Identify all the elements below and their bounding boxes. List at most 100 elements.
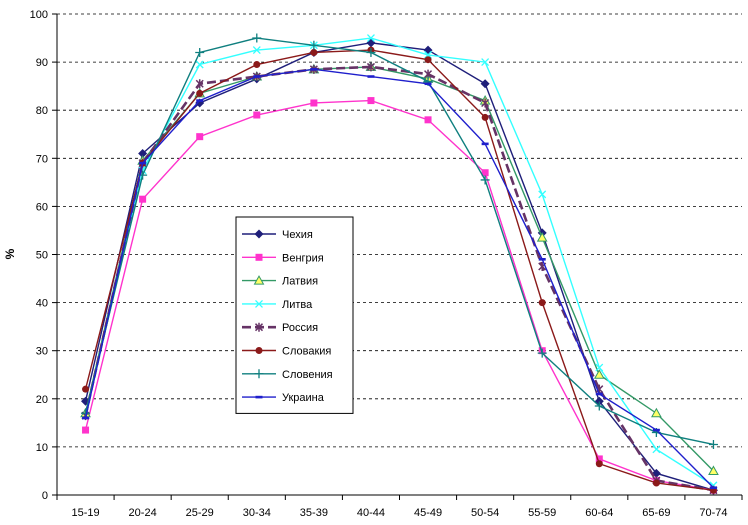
data-point-7 bbox=[537, 348, 547, 358]
data-point-6 bbox=[538, 299, 546, 307]
y-tick-label: 20 bbox=[36, 394, 48, 406]
data-point-5 bbox=[366, 62, 375, 72]
data-point-7 bbox=[708, 439, 718, 449]
series-line bbox=[84, 66, 714, 472]
data-point-2 bbox=[595, 455, 603, 463]
data-point-5 bbox=[195, 79, 204, 89]
y-tick-label: 90 bbox=[36, 57, 48, 69]
data-point-3 bbox=[651, 407, 662, 418]
series-8 bbox=[82, 68, 717, 490]
data-point-8 bbox=[367, 75, 375, 78]
data-point-legend bbox=[254, 322, 264, 332]
x-tick-label: 55-59 bbox=[528, 507, 556, 519]
series-line bbox=[84, 68, 714, 489]
data-point-legend bbox=[254, 229, 264, 239]
series-lines bbox=[80, 33, 719, 495]
y-axis-label: % bbox=[3, 248, 17, 259]
legend-entry: Словакия bbox=[242, 346, 331, 358]
data-point-1 bbox=[480, 79, 490, 89]
data-point-4 bbox=[195, 60, 204, 69]
data-point-2 bbox=[196, 133, 204, 141]
data-point-8 bbox=[310, 68, 318, 71]
legend-label: Словакия bbox=[282, 346, 331, 358]
x-tick-label: 20-24 bbox=[129, 507, 157, 519]
y-tick-label: 50 bbox=[36, 250, 48, 262]
x-tick-label: 65-69 bbox=[642, 507, 670, 519]
data-point-4 bbox=[652, 445, 661, 454]
series-line bbox=[84, 37, 714, 486]
series-line bbox=[84, 99, 714, 491]
axes: 0 10 20 30 40 50 60 70 80 90 100 15-19 20-24 25-29 30-… bbox=[30, 9, 743, 519]
y-tick-label: 70 bbox=[36, 153, 48, 165]
x-tick-label: 15-19 bbox=[71, 507, 99, 519]
x-tick-label: 30-34 bbox=[243, 507, 271, 519]
data-point-legend bbox=[253, 275, 265, 285]
data-point-1 bbox=[138, 148, 148, 158]
x-tick-label: 40-44 bbox=[357, 507, 385, 519]
legend-entry: Россия bbox=[242, 322, 318, 334]
data-point-7 bbox=[366, 47, 376, 57]
data-point-1 bbox=[423, 45, 433, 55]
data-point-8 bbox=[652, 428, 660, 432]
series-line bbox=[84, 49, 714, 491]
data-point-6 bbox=[424, 56, 432, 64]
series-2 bbox=[82, 97, 717, 494]
data-point-legend bbox=[254, 369, 264, 379]
legend-label: Литва bbox=[282, 299, 313, 311]
y-tick-label: 40 bbox=[36, 298, 48, 310]
data-point-7 bbox=[309, 40, 319, 50]
y-tick-label: 80 bbox=[36, 105, 48, 117]
data-point-2 bbox=[139, 195, 147, 203]
data-point-8 bbox=[709, 486, 717, 490]
data-point-4 bbox=[252, 46, 261, 55]
series-line bbox=[84, 65, 714, 492]
data-point-2 bbox=[481, 169, 489, 177]
legend-label: Венгрия bbox=[282, 252, 324, 264]
data-point-legend bbox=[255, 395, 263, 399]
legend-label: Чехия bbox=[282, 229, 313, 241]
data-point-7 bbox=[594, 401, 604, 411]
legend-label: Украина bbox=[282, 392, 325, 404]
data-point-legend bbox=[255, 299, 263, 308]
data-point-3 bbox=[708, 465, 719, 475]
x-tick-label: 45-49 bbox=[414, 507, 442, 519]
data-point-8 bbox=[595, 392, 603, 396]
data-point-8 bbox=[424, 82, 432, 86]
x-tick-label: 50-54 bbox=[471, 507, 499, 519]
data-point-6 bbox=[253, 61, 261, 69]
data-point-6 bbox=[481, 113, 489, 121]
legend-entry: Литва bbox=[242, 299, 313, 311]
y-tick-label: 100 bbox=[30, 9, 48, 21]
series-4 bbox=[81, 34, 718, 490]
x-tick-label: 25-29 bbox=[186, 507, 214, 519]
data-point-4 bbox=[366, 34, 375, 43]
legend: Чехия Венгрия Латвия Литва Россия Словакия Сло… bbox=[235, 216, 354, 414]
x-tick-label: 70-74 bbox=[699, 507, 727, 519]
data-point-8 bbox=[196, 99, 204, 102]
legend-entry: Венгрия bbox=[242, 252, 324, 264]
data-point-2 bbox=[253, 111, 261, 119]
data-point-4 bbox=[538, 190, 547, 199]
series-6 bbox=[82, 46, 717, 494]
data-point-5 bbox=[481, 98, 490, 108]
data-point-legend bbox=[255, 253, 263, 261]
x-tick-label: 35-39 bbox=[300, 507, 328, 519]
data-point-8 bbox=[538, 258, 546, 261]
y-tick-label: 10 bbox=[36, 442, 48, 454]
legend-box bbox=[235, 216, 354, 414]
data-point-3 bbox=[536, 232, 548, 242]
data-point-legend bbox=[255, 347, 263, 354]
legend-entry: Латвия bbox=[242, 275, 318, 288]
legend-entry: Украина bbox=[242, 392, 325, 404]
data-point-2 bbox=[367, 97, 375, 105]
data-point-7 bbox=[252, 33, 262, 43]
data-point-7 bbox=[195, 47, 205, 57]
data-point-2 bbox=[310, 99, 318, 107]
legend-label: Словения bbox=[282, 369, 333, 381]
legend-entry: Словения bbox=[242, 369, 333, 381]
data-point-8 bbox=[253, 75, 261, 78]
data-point-4 bbox=[481, 58, 490, 67]
y-tick-label: 0 bbox=[42, 490, 48, 502]
